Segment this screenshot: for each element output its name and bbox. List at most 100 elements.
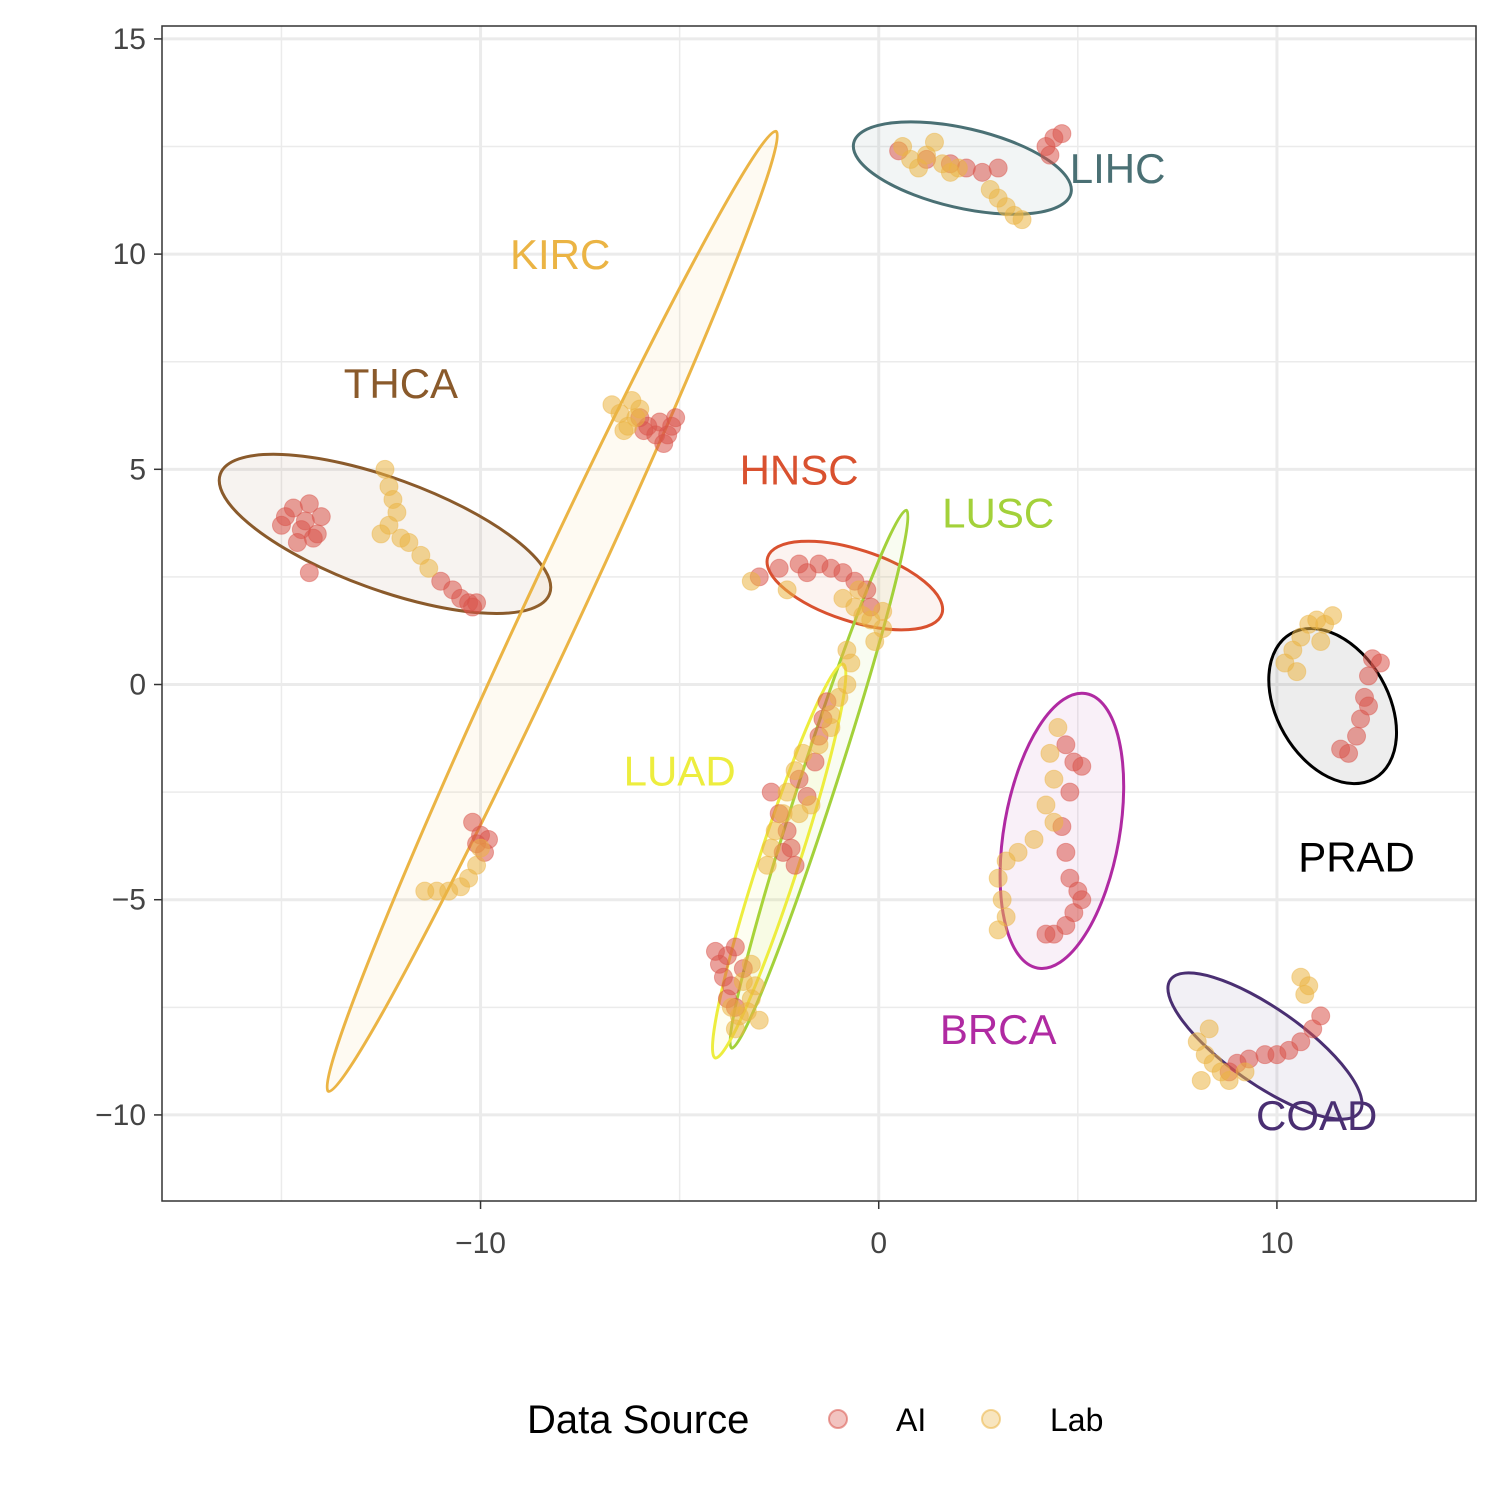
data-point-lab <box>865 631 885 651</box>
data-point-ai <box>725 937 745 957</box>
data-point-ai <box>1056 735 1076 755</box>
data-point-lab <box>371 524 391 544</box>
x-tick-label: 10 <box>1260 1227 1293 1260</box>
y-tick-label: 10 <box>113 238 146 271</box>
data-point-lab <box>948 158 968 178</box>
data-point-lab <box>809 735 829 755</box>
y-tick-label: 15 <box>113 23 146 56</box>
data-point-ai <box>1040 145 1060 165</box>
data-point-lab <box>1048 718 1068 738</box>
cluster-label-coad: COAD <box>1256 1092 1377 1139</box>
cluster-label-layer: THCA KIRC LIHC HNSC LUSC LUAD BRCA PRAD COAD <box>344 145 1415 1139</box>
data-point-lab <box>1044 769 1064 789</box>
cluster-label-lihc: LIHC <box>1070 145 1166 192</box>
data-point-ai <box>1358 666 1378 686</box>
data-point-lab <box>821 718 841 738</box>
data-point-lab <box>614 421 634 441</box>
data-point-lab <box>757 855 777 875</box>
data-point-lab <box>1299 976 1319 996</box>
legend-title: Data Source <box>527 1398 749 1442</box>
data-point-ai <box>761 782 781 802</box>
data-point-ai <box>1291 1032 1311 1052</box>
data-point-ai <box>797 563 817 583</box>
data-point-ai <box>1072 890 1092 910</box>
data-point-lab <box>375 459 395 479</box>
data-point-ai <box>666 408 686 428</box>
data-point-ai <box>467 593 487 613</box>
data-point-lab <box>924 132 944 152</box>
data-point-lab <box>777 580 797 600</box>
data-point-ai <box>654 433 674 453</box>
data-point-lab <box>773 804 793 824</box>
data-point-lab <box>1323 606 1343 626</box>
data-point-ai <box>988 158 1008 178</box>
data-point-ai <box>1056 842 1076 862</box>
data-point-lab <box>793 743 813 763</box>
data-point-ai <box>1060 782 1080 802</box>
data-point-ai <box>972 162 992 182</box>
data-point-lab <box>765 821 785 841</box>
cluster-label-kirc: KIRC <box>510 231 610 278</box>
cluster-ellipse-kirc <box>325 129 779 1093</box>
y-tick-label: 5 <box>129 453 146 486</box>
data-point-lab <box>741 954 761 974</box>
data-point-ai <box>299 563 319 583</box>
data-point-lab <box>1191 1070 1211 1090</box>
data-point-ai <box>1370 653 1390 673</box>
data-point-lab <box>467 855 487 875</box>
data-point-lab <box>741 571 761 591</box>
data-point-ai <box>1036 924 1056 944</box>
data-point-ai <box>1072 756 1092 776</box>
data-point-lab <box>988 920 1008 940</box>
data-point-ai <box>1311 1006 1331 1026</box>
data-point-lab <box>789 804 809 824</box>
axis-layer: −10 0 10 −10 −5 0 5 10 15 <box>95 23 1293 1260</box>
data-point-ai <box>1347 726 1367 746</box>
data-point-ai <box>785 855 805 875</box>
data-point-ai <box>311 507 331 527</box>
cluster-label-prad: PRAD <box>1298 834 1415 881</box>
data-point-ai <box>1358 696 1378 716</box>
data-point-lab <box>626 408 646 428</box>
y-tick-label: −10 <box>95 1099 146 1132</box>
data-point-ai <box>1331 739 1351 759</box>
panel-border <box>161 25 1477 1202</box>
data-point-lab <box>733 971 753 991</box>
data-point-lab <box>873 601 893 621</box>
data-point-ai <box>769 558 789 578</box>
legend-marker-lab <box>981 1409 1001 1429</box>
legend-marker-ai <box>828 1409 848 1429</box>
data-point-lab <box>777 782 797 802</box>
data-point-lab <box>1024 829 1044 849</box>
data-point-lab <box>988 868 1008 888</box>
data-point-lab <box>471 838 491 858</box>
cluster-label-thca: THCA <box>344 360 458 407</box>
data-point-ai <box>287 532 307 552</box>
data-point-lab <box>837 640 857 660</box>
data-point-lab <box>399 532 419 552</box>
point-layer <box>271 124 1390 1090</box>
cluster-label-hnsc: HNSC <box>740 446 859 493</box>
data-point-ai <box>299 494 319 514</box>
grid-layer <box>162 26 1477 1201</box>
data-point-lab <box>1040 743 1060 763</box>
data-point-lab <box>849 580 869 600</box>
data-point-lab <box>1287 662 1307 682</box>
data-point-lab <box>996 851 1016 871</box>
data-point-lab <box>785 761 805 781</box>
data-point-ai <box>1052 124 1072 144</box>
data-point-lab <box>749 1010 769 1030</box>
data-point-lab <box>837 675 857 695</box>
cluster-label-brca: BRCA <box>940 1006 1057 1053</box>
cluster-label-lusc: LUSC <box>942 489 1054 536</box>
data-point-lab <box>1044 812 1064 832</box>
data-point-lab <box>1219 1070 1239 1090</box>
data-point-lab <box>992 890 1012 910</box>
legend-label-lab: Lab <box>1050 1402 1103 1438</box>
data-point-lab <box>1012 210 1032 230</box>
data-point-lab <box>1036 795 1056 815</box>
y-tick-label: 0 <box>129 669 146 702</box>
